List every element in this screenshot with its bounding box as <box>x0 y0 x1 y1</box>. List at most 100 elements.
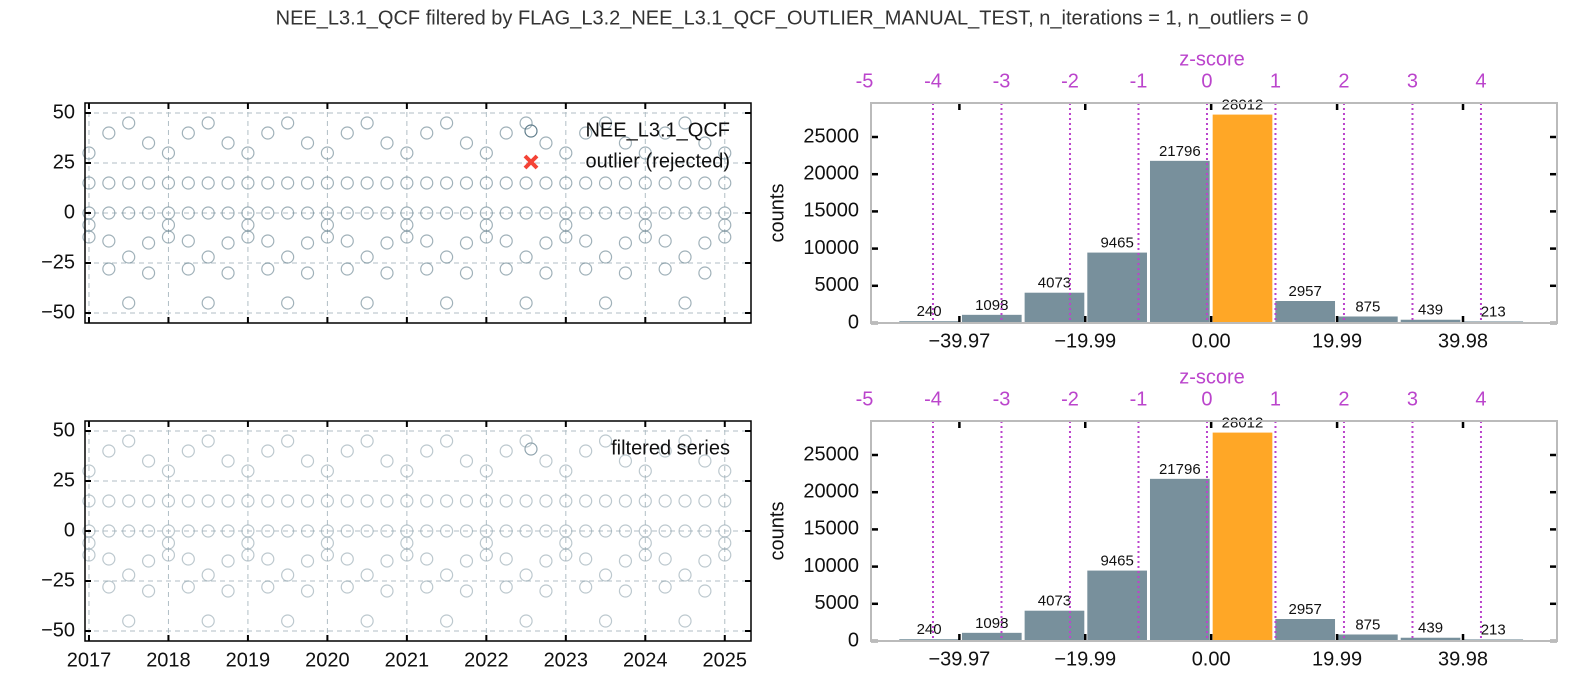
point <box>420 262 434 276</box>
point <box>519 296 533 310</box>
point <box>539 454 553 468</box>
point <box>221 494 235 508</box>
point <box>380 494 394 508</box>
point <box>181 234 195 248</box>
point <box>320 464 334 478</box>
point <box>420 444 434 458</box>
point <box>440 568 454 582</box>
point <box>241 230 255 244</box>
point <box>718 146 732 160</box>
x-tick-label: −19.99 <box>1054 648 1116 670</box>
y-tick-label: −25 <box>41 251 75 273</box>
point <box>718 176 732 190</box>
point <box>559 548 573 562</box>
point <box>400 464 414 478</box>
point <box>499 234 513 248</box>
point <box>82 230 96 244</box>
bar <box>1087 570 1147 641</box>
bar-value-label: 1098 <box>975 615 1008 632</box>
point <box>598 116 613 130</box>
point <box>82 548 96 562</box>
point <box>380 236 394 250</box>
point <box>320 176 334 190</box>
point <box>519 116 533 130</box>
point <box>141 176 156 190</box>
point <box>698 176 712 190</box>
x2-axis-label: z-score <box>1179 48 1245 70</box>
point <box>579 552 593 566</box>
point <box>519 206 533 220</box>
point <box>678 250 692 264</box>
x-tick-label: −39.97 <box>929 330 991 352</box>
point <box>618 584 633 598</box>
point <box>658 524 672 538</box>
bar-value-label: 4073 <box>1038 275 1071 292</box>
x2-tick-label: 1 <box>1270 388 1281 410</box>
point <box>102 444 116 458</box>
point <box>380 266 394 280</box>
point <box>459 584 474 598</box>
point <box>539 584 553 598</box>
x2-tick-label: 2 <box>1338 70 1349 92</box>
point <box>718 548 732 562</box>
y-tick-label: 10000 <box>803 555 859 577</box>
point <box>678 116 692 130</box>
point <box>181 176 195 190</box>
x2-tick-label: 3 <box>1407 70 1418 92</box>
point <box>221 176 235 190</box>
x2-tick-label: -3 <box>993 388 1011 410</box>
point <box>360 494 374 508</box>
point <box>261 552 275 566</box>
point <box>241 494 255 508</box>
point <box>658 176 672 190</box>
point <box>281 434 295 448</box>
point <box>241 464 255 478</box>
point <box>559 230 573 244</box>
x2-tick-label: -4 <box>924 70 942 92</box>
point <box>638 548 652 562</box>
point <box>161 494 176 508</box>
point <box>638 176 652 190</box>
point <box>221 266 235 280</box>
point <box>479 230 493 244</box>
point <box>598 434 613 448</box>
x2-tick-label: -5 <box>856 70 874 92</box>
point <box>300 584 315 598</box>
point <box>122 434 136 448</box>
point <box>122 524 136 538</box>
point <box>82 494 96 508</box>
bar-value-label: 2957 <box>1288 601 1321 618</box>
point <box>161 230 176 244</box>
point <box>181 552 195 566</box>
y-tick-label: 0 <box>64 519 75 541</box>
bar <box>1024 610 1085 641</box>
point <box>618 554 633 568</box>
point <box>698 494 712 508</box>
point <box>122 176 136 190</box>
point <box>221 584 235 598</box>
bar-value-label: 28012 <box>1222 415 1264 432</box>
x-tick-label: 2025 <box>703 649 748 671</box>
point <box>420 176 434 190</box>
point <box>261 524 275 538</box>
point <box>82 146 96 160</box>
bar <box>1024 292 1085 323</box>
point <box>658 580 672 594</box>
point <box>479 464 493 478</box>
x-tick-label: 39.98 <box>1438 648 1488 670</box>
x2-tick-label: -4 <box>924 388 942 410</box>
point <box>340 126 354 140</box>
x-tick-label: 0.00 <box>1192 330 1231 352</box>
point <box>579 494 593 508</box>
y-tick-label: 25 <box>53 469 75 491</box>
legend-label: NEE_L3.1_QCF <box>585 119 730 141</box>
point <box>340 176 354 190</box>
point <box>141 236 156 250</box>
point <box>420 580 434 594</box>
point <box>459 494 474 508</box>
point <box>360 176 374 190</box>
point <box>479 494 493 508</box>
point <box>340 206 354 220</box>
y-tick-label: 5000 <box>815 592 860 614</box>
y-tick-label: 0 <box>64 201 75 223</box>
